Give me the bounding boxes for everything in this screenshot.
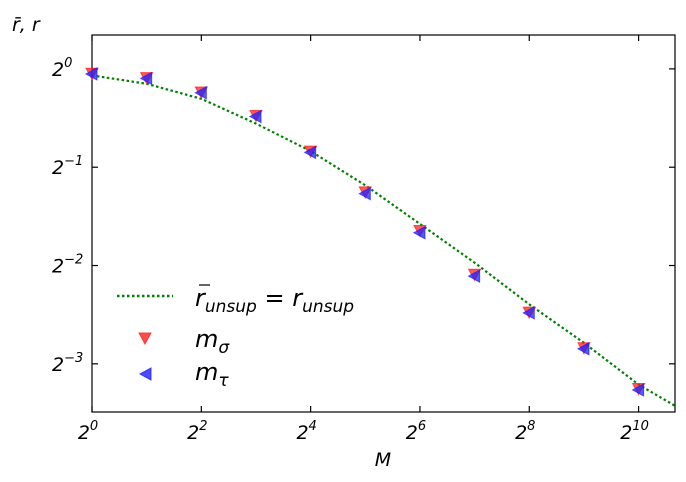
y-tick-label: 2−3: [52, 351, 83, 376]
plot-frame: [91, 34, 676, 413]
x-axis-label: M: [375, 449, 391, 471]
point-mtau: [248, 109, 262, 124]
y-tick-label: 20: [52, 56, 72, 81]
point-mtau: [358, 186, 371, 201]
point-mtau: [303, 145, 317, 160]
point-mtau: [139, 71, 153, 86]
x-axis-ticks: 20 22 24 26 28 210: [78, 35, 649, 444]
legend-label-runsup: runsup = runsup: [195, 284, 354, 317]
point-mtau: [631, 383, 645, 397]
legend-equals: =: [257, 284, 292, 312]
legend-rbar-sub: unsup: [205, 297, 257, 317]
x-tick-label: 20: [78, 419, 98, 444]
line-runsup: [91, 74, 676, 407]
y-axis-label: r̄, r: [12, 14, 41, 36]
series-layer: [84, 67, 676, 407]
y-tick-label: 2−1: [52, 154, 83, 179]
point-mtau: [576, 341, 590, 356]
x-tick-label: 210: [620, 419, 649, 444]
point-mtau: [467, 269, 481, 283]
legend-marker-msigma: [138, 332, 152, 346]
point-mtau: [412, 225, 426, 240]
point-mtau: [84, 67, 98, 81]
legend-label-msigma: mσ: [195, 325, 230, 358]
legend-label-mtau: mτ: [195, 358, 229, 391]
legend-rbar: r: [195, 284, 207, 312]
x-tick-label: 26: [406, 419, 426, 444]
point-mtau: [522, 306, 535, 320]
y-axis-ticks: 20 2−1 2−2 2−3: [52, 56, 675, 376]
legend-r-sub: unsup: [302, 297, 354, 317]
legend-mtau-main: m: [195, 358, 218, 386]
x-tick-label: 22: [187, 419, 207, 444]
legend-msigma-sub: σ: [218, 338, 230, 358]
legend-mtau-sub: τ: [218, 371, 229, 391]
x-tick-label: 28: [515, 419, 535, 444]
point-mtau: [194, 85, 207, 100]
y-tick-label: 2−2: [52, 253, 83, 278]
legend-msigma-main: m: [195, 325, 218, 353]
x-tick-label: 24: [296, 419, 316, 444]
legend: runsup = runsup mσ mτ: [117, 284, 354, 391]
legend-r: r: [292, 284, 304, 312]
legend-marker-mtau: [138, 367, 152, 381]
